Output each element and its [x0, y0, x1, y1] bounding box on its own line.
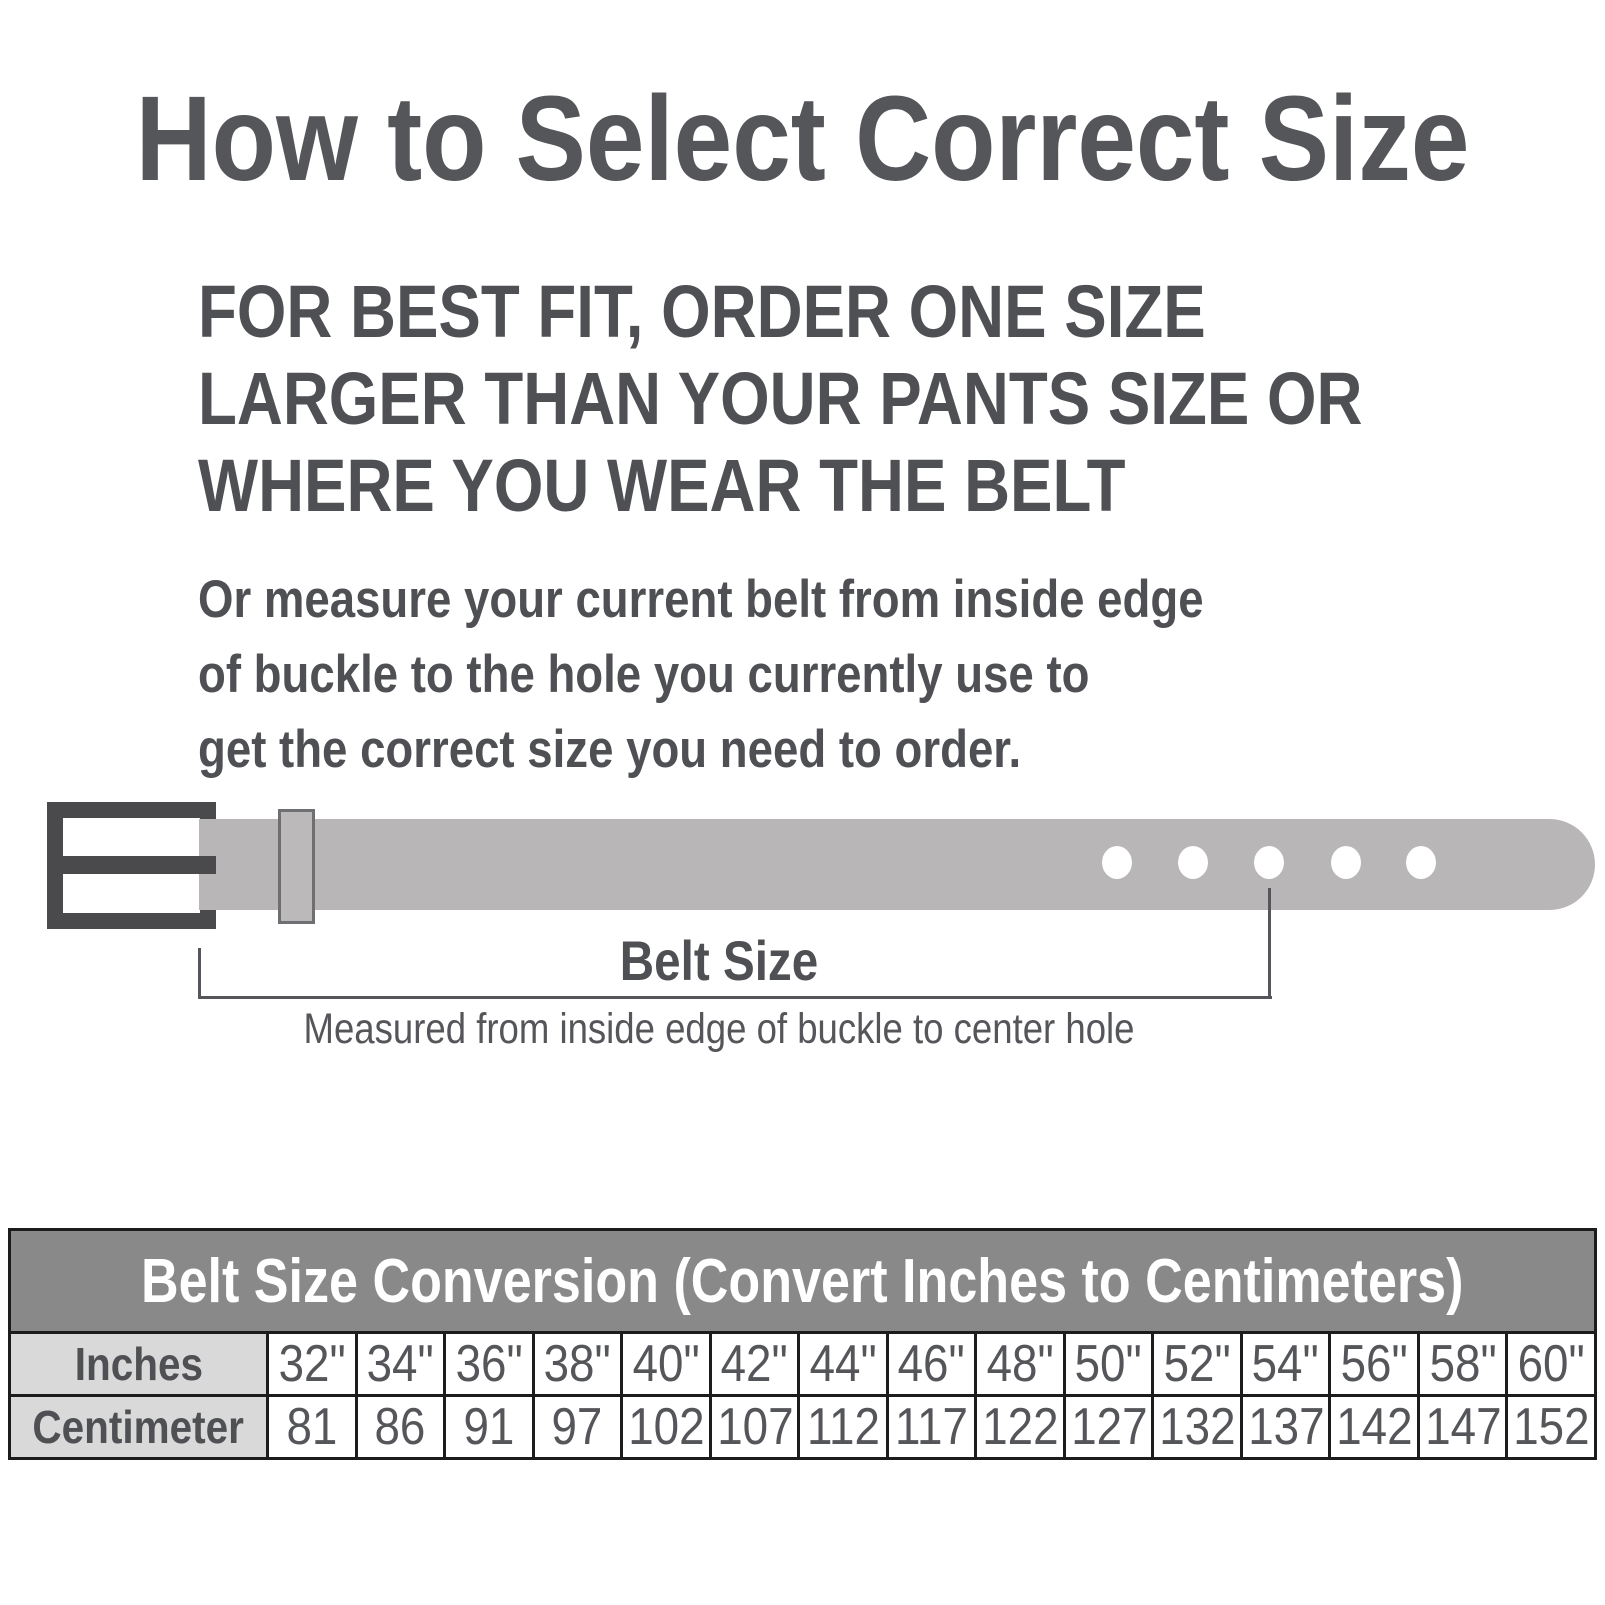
conversion-table: Belt Size Conversion (Convert Inches to … — [8, 1228, 1597, 1460]
centimeter-value: 81 — [266, 1394, 358, 1460]
conversion-table-title: Belt Size Conversion (Convert Inches to … — [8, 1228, 1597, 1334]
inches-value: 58" — [1416, 1331, 1509, 1397]
measurement-caption: Measured from inside edge of buckle to c… — [303, 1005, 1135, 1053]
centimeter-value: 102 — [620, 1394, 712, 1460]
inches-value: 32" — [266, 1331, 358, 1397]
centimeter-value: 91 — [443, 1394, 535, 1460]
inches-value: 56" — [1328, 1331, 1420, 1397]
fit-instructions-line: WHERE YOU WEAR THE BELT — [198, 444, 1126, 527]
centimeter-value: 137 — [1239, 1394, 1332, 1460]
centimeter-value: 127 — [1062, 1394, 1155, 1460]
measurement-tick-left — [198, 948, 201, 999]
inches-row-label: Inches — [8, 1331, 269, 1397]
fit-instructions: FOR BEST FIT, ORDER ONE SIZE LARGER THAN… — [198, 268, 1552, 529]
centimeter-value: 147 — [1416, 1394, 1509, 1460]
belt-hole-center — [1254, 846, 1284, 879]
measure-instructions: Or measure your current belt from inside… — [198, 562, 1367, 787]
inches-value: 36" — [443, 1331, 535, 1397]
measure-instructions-line: of buckle to the hole you currently use … — [198, 645, 1090, 704]
belt-hole — [1178, 846, 1208, 879]
centimeter-value: 112 — [797, 1394, 889, 1460]
centimeter-value: 132 — [1151, 1394, 1243, 1460]
inches-value: 38" — [531, 1331, 624, 1397]
inches-value: 54" — [1239, 1331, 1332, 1397]
inches-value: 52" — [1151, 1331, 1243, 1397]
inches-value: 46" — [885, 1331, 978, 1397]
inches-value: 42" — [708, 1331, 801, 1397]
centimeter-row: Centimeter 81 86 91 97 102 107 112 117 1… — [8, 1394, 1597, 1460]
belt-strap — [199, 819, 1595, 910]
centimeter-value: 117 — [885, 1394, 978, 1460]
belt-hole — [1331, 846, 1361, 879]
inches-value: 44" — [797, 1331, 889, 1397]
inches-row: Inches 32" 34" 36" 38" 40" 42" 44" 46" 4… — [8, 1331, 1597, 1397]
centimeter-value: 97 — [531, 1394, 624, 1460]
inches-value: 60" — [1505, 1331, 1597, 1397]
belt-hole — [1102, 846, 1132, 879]
belt-hole — [1406, 846, 1436, 879]
measure-instructions-line: get the correct size you need to order. — [198, 720, 1022, 779]
centimeter-value: 122 — [974, 1394, 1066, 1460]
inches-value: 48" — [974, 1331, 1066, 1397]
measurement-line-horizontal — [198, 996, 1272, 999]
fit-instructions-line: LARGER THAN YOUR PANTS SIZE OR — [198, 357, 1363, 440]
inches-value: 34" — [354, 1331, 447, 1397]
centimeter-row-label: Centimeter — [8, 1394, 269, 1460]
inches-value: 50" — [1062, 1331, 1155, 1397]
fit-instructions-line: FOR BEST FIT, ORDER ONE SIZE — [198, 270, 1206, 353]
centimeter-value: 142 — [1328, 1394, 1420, 1460]
table-title-row: Belt Size Conversion (Convert Inches to … — [8, 1228, 1597, 1334]
belt-loop — [278, 809, 315, 924]
measure-instructions-line: Or measure your current belt from inside… — [198, 570, 1204, 629]
page-title: How to Select Correct Size — [135, 70, 1470, 206]
inches-value: 40" — [620, 1331, 712, 1397]
belt-size-label: Belt Size — [619, 929, 819, 992]
measurement-line-center-hole — [1268, 888, 1271, 999]
centimeter-value: 86 — [354, 1394, 447, 1460]
belt-buckle-prong — [61, 856, 216, 874]
centimeter-value: 107 — [708, 1394, 801, 1460]
centimeter-value: 152 — [1505, 1394, 1597, 1460]
